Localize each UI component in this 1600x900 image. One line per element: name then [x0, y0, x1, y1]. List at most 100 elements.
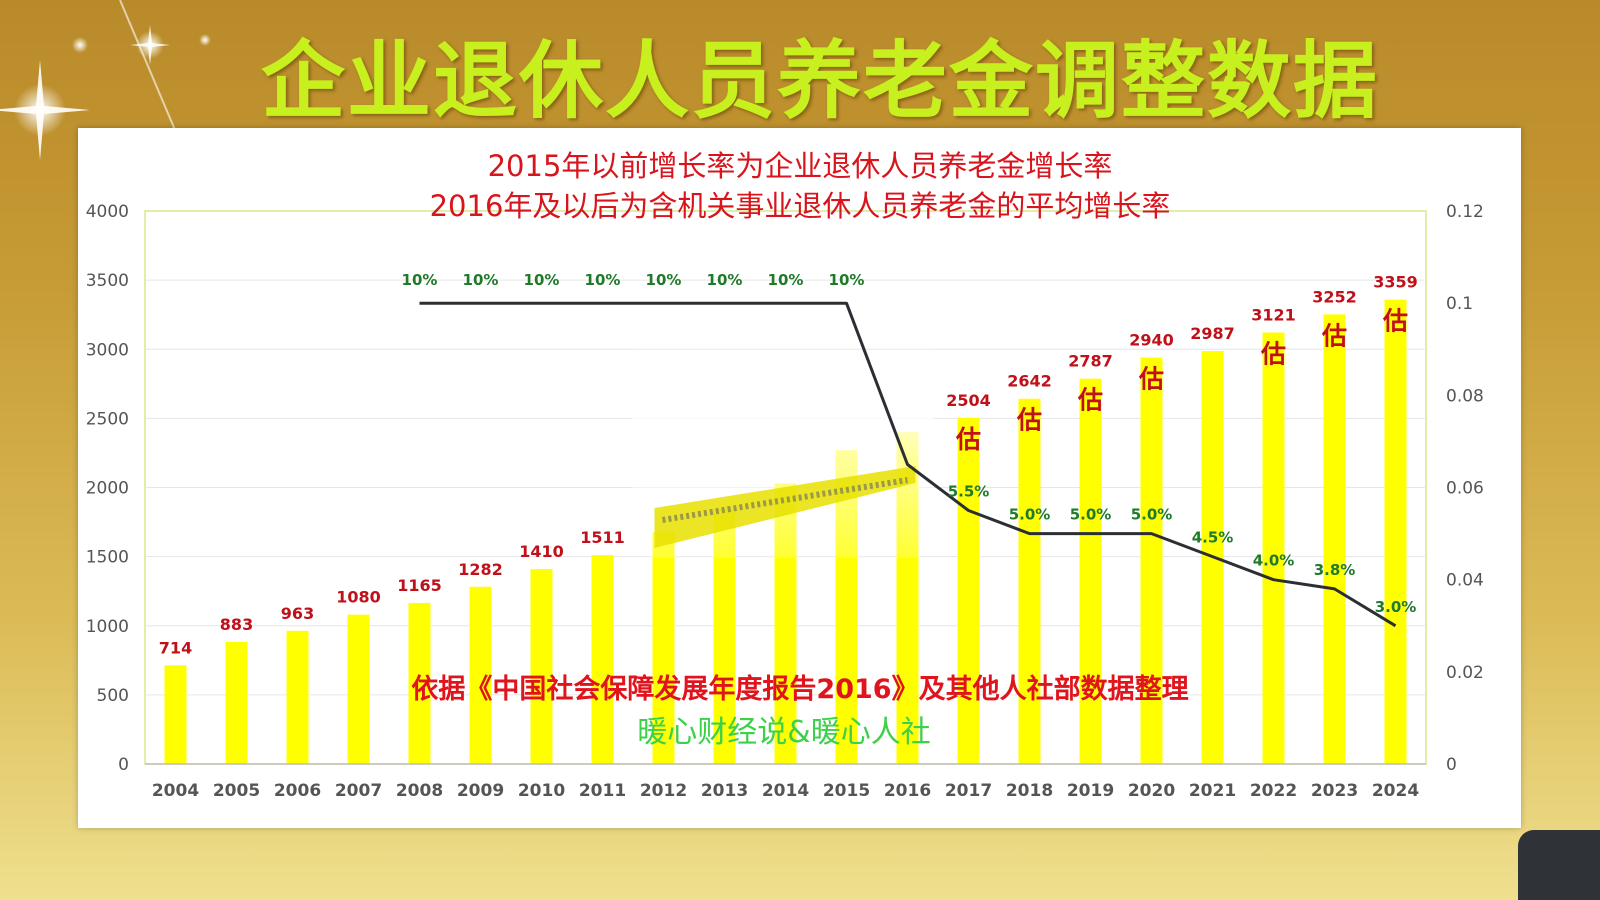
- bar: [286, 630, 309, 764]
- bar: [225, 641, 248, 764]
- chart-subtitle-line-2: 2016年及以后为含机关事业退休人员养老金的平均增长率: [430, 189, 1171, 223]
- growth-rate-line: [419, 301, 1397, 628]
- estimate-mark: 估: [1260, 340, 1286, 369]
- y-left-tick-label: 1500: [86, 548, 129, 568]
- y-right-tick-label: 0.06: [1446, 479, 1484, 499]
- bar: [408, 602, 431, 764]
- x-tick-label: 2005: [213, 781, 260, 801]
- estimate-mark: 估: [1077, 386, 1103, 415]
- x-tick-label: 2019: [1067, 781, 1114, 801]
- x-tick-label: 2011: [579, 781, 626, 801]
- y-right-tick-label: 0: [1446, 755, 1457, 775]
- bar-value-label: 1410: [519, 542, 564, 561]
- bar: [469, 586, 492, 764]
- bar: [1018, 398, 1041, 764]
- bar: [530, 569, 553, 764]
- x-tick-label: 2020: [1128, 781, 1175, 801]
- growth-rate-label: 5.5%: [948, 483, 990, 501]
- bar-value-label: 2504: [946, 391, 991, 410]
- bar: [1262, 332, 1285, 764]
- y-left-tick-label: 4000: [86, 202, 129, 222]
- growth-rate-label: 10%: [646, 271, 682, 289]
- x-tick-label: 2012: [640, 781, 687, 801]
- growth-rate-label: 5.0%: [1131, 506, 1173, 524]
- x-tick-label: 2014: [762, 781, 809, 801]
- y-left-tick-label: 1000: [86, 617, 129, 637]
- x-tick-label: 2004: [152, 781, 199, 801]
- x-tick-label: 2022: [1250, 781, 1297, 801]
- chart-subtitle-line-1: 2015年以前增长率为企业退休人员养老金增长率: [488, 149, 1113, 183]
- corner-tab: [1518, 830, 1600, 900]
- bar-value-label: 2787: [1068, 352, 1113, 371]
- growth-rate-label: 10%: [463, 271, 499, 289]
- growth-rate-label: 3.0%: [1375, 598, 1417, 616]
- bar: [1079, 378, 1102, 764]
- estimate-mark: 估: [1382, 307, 1408, 336]
- bar-value-label: 2987: [1190, 324, 1235, 343]
- y-right-tick-label: 0.04: [1446, 571, 1484, 591]
- bar-value-label: 1511: [580, 528, 625, 547]
- chart-panel: 714 883 963 1080 1165 1282 1410 1511 2504 估 2642 估 2…: [78, 128, 1521, 828]
- estimate-mark: 估: [1016, 406, 1042, 435]
- y-left-tick-label: 3000: [86, 340, 129, 360]
- bar: [164, 665, 187, 764]
- x-tick-label: 2006: [274, 781, 321, 801]
- image-artifact: [654, 466, 916, 548]
- y-right-tick-label: 0.02: [1446, 663, 1484, 683]
- growth-rate-label: 10%: [829, 271, 865, 289]
- x-tick-label: 2013: [701, 781, 748, 801]
- bar: [591, 555, 614, 764]
- x-tick-label: 2016: [884, 781, 931, 801]
- growth-rate-label: 4.5%: [1192, 529, 1234, 547]
- growth-rate-label: 5.0%: [1009, 506, 1051, 524]
- bar-value-label: 1165: [397, 576, 442, 595]
- bar-value-label: 2642: [1007, 372, 1052, 391]
- x-tick-label: 2007: [335, 781, 382, 801]
- bar-value-label: 1080: [336, 588, 381, 607]
- bar: [1323, 314, 1346, 764]
- y-right-tick-label: 0.08: [1446, 386, 1484, 406]
- x-tick-label: 2017: [945, 781, 992, 801]
- bar-value-label: 2940: [1129, 331, 1174, 350]
- bar-value-label: 3121: [1251, 306, 1296, 325]
- y-left-tick-label: 3500: [86, 271, 129, 291]
- y-left-tick-label: 0: [118, 755, 129, 775]
- x-tick-label: 2010: [518, 781, 565, 801]
- watermark: 暖心财经说&暖心人社: [637, 715, 930, 750]
- y-right-tick-label: 0.1: [1446, 294, 1473, 314]
- page-title: 企业退休人员养老金调整数据: [260, 32, 1379, 130]
- x-tick-label: 2018: [1006, 781, 1053, 801]
- estimate-mark: 估: [955, 425, 981, 454]
- x-tick-label: 2023: [1311, 781, 1358, 801]
- bar-value-label: 1282: [458, 560, 503, 579]
- growth-rate-label: 10%: [585, 271, 621, 289]
- x-tick-label: 2009: [457, 781, 504, 801]
- image-artifact: [662, 477, 908, 523]
- growth-rate-label: 3.8%: [1314, 561, 1356, 579]
- y-left-tick-label: 500: [97, 686, 129, 706]
- bar-value-label: 714: [159, 638, 192, 657]
- bar-value-label: 963: [281, 604, 314, 623]
- bar: [1140, 357, 1163, 764]
- x-tick-label: 2021: [1189, 781, 1236, 801]
- x-tick-label: 2008: [396, 781, 443, 801]
- bar-value-label: 883: [220, 615, 253, 634]
- x-tick-label: 2015: [823, 781, 870, 801]
- growth-rate-label: 10%: [402, 271, 438, 289]
- bar: [652, 531, 675, 764]
- chart: 714 883 963 1080 1165 1282 1410 1511 2504 估 2642 估 2…: [86, 149, 1484, 801]
- y-left-tick-label: 2500: [86, 409, 129, 429]
- x-tick-label: 2024: [1372, 781, 1419, 801]
- estimate-mark: 估: [1321, 321, 1347, 350]
- growth-rate-label: 5.0%: [1070, 506, 1112, 524]
- growth-rate-label: 10%: [707, 271, 743, 289]
- source-note: 依据《中国社会保障发展年度报告2016》及其他人社部数据整理: [411, 673, 1188, 705]
- bar: [347, 614, 370, 764]
- bar: [957, 417, 980, 764]
- growth-rate-label: 4.0%: [1253, 552, 1295, 570]
- bar-value-label: 3359: [1373, 273, 1418, 292]
- bar: [713, 508, 736, 764]
- growth-rate-label: 10%: [768, 271, 804, 289]
- estimate-mark: 估: [1138, 365, 1164, 394]
- bar-value-label: 3252: [1312, 287, 1357, 306]
